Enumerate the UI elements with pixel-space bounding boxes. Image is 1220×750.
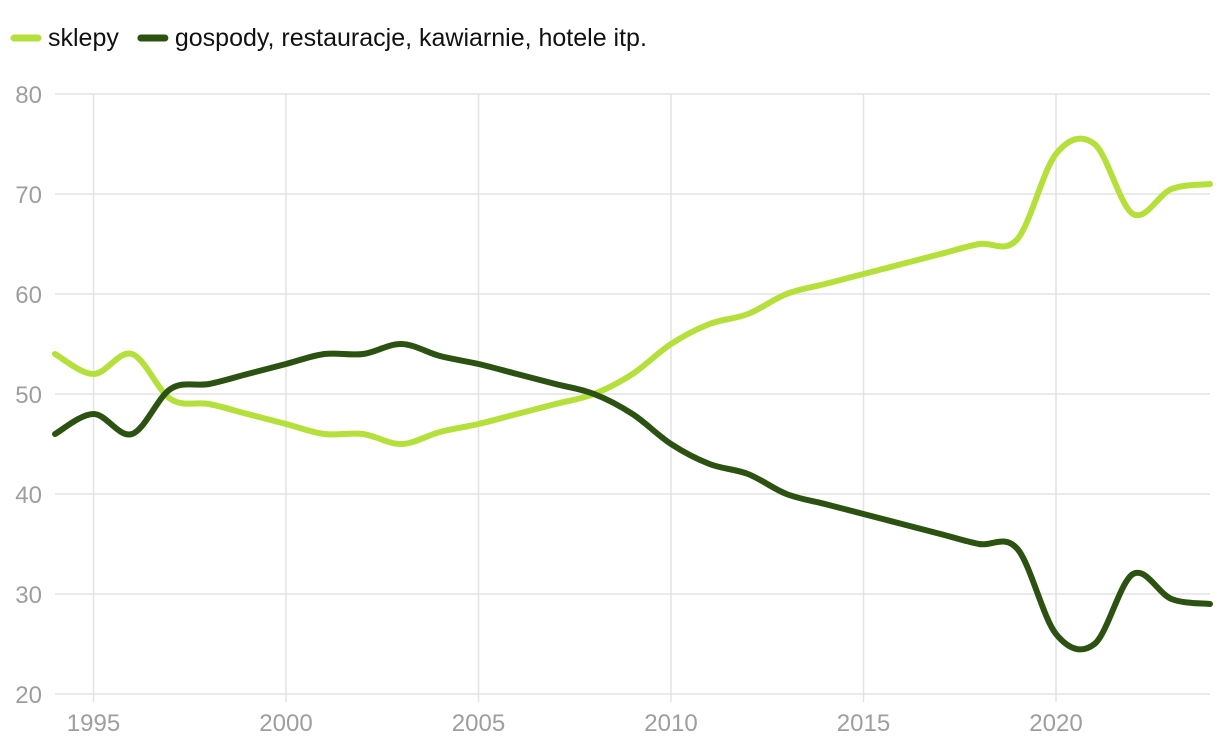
y-tick-label: 80 (15, 82, 42, 109)
y-tick-label: 30 (15, 582, 42, 609)
legend: sklepy gospody, restauracje, kawiarnie, h… (10, 24, 647, 52)
x-tick-label: 2000 (259, 710, 312, 737)
x-tick-label: 2005 (452, 710, 505, 737)
x-axis: 1995 2000 2005 2010 2015 2020 (67, 710, 1083, 737)
y-tick-label: 50 (15, 382, 42, 409)
legend-label: sklepy (48, 24, 119, 52)
series-layer (52, 135, 1213, 653)
y-tick-label: 70 (15, 182, 42, 209)
grid (55, 93, 1210, 702)
y-tick-label: 40 (15, 482, 42, 509)
y-tick-label: 60 (15, 282, 42, 309)
legend-label: gospody, restauracje, kawiarnie, hotele … (175, 24, 647, 52)
y-axis: 20 30 40 50 60 70 80 (15, 82, 42, 709)
legend-item: sklepy (10, 24, 119, 52)
x-tick-label: 1995 (67, 710, 120, 737)
x-tick-label: 2020 (1029, 710, 1082, 737)
legend-item: gospody, restauracje, kawiarnie, hotele … (137, 24, 647, 52)
y-tick-label: 20 (15, 682, 42, 709)
series-line-sklepy (52, 135, 1213, 448)
series-line-gospody (52, 340, 1213, 653)
x-tick-label: 2010 (644, 710, 697, 737)
x-tick-label: 2015 (837, 710, 890, 737)
